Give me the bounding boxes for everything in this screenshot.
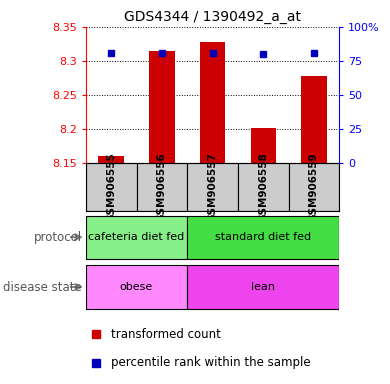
Text: cafeteria diet fed: cafeteria diet fed	[89, 232, 184, 242]
Bar	[200, 42, 225, 163]
Text: lean: lean	[251, 282, 275, 292]
Text: obese: obese	[120, 282, 153, 292]
Bar	[136, 163, 187, 211]
Text: protocol: protocol	[34, 231, 82, 243]
Text: GSM906559: GSM906559	[309, 152, 319, 222]
Bar	[86, 163, 136, 211]
Title: GDS4344 / 1390492_a_at: GDS4344 / 1390492_a_at	[124, 10, 301, 25]
Bar	[251, 128, 276, 163]
Bar	[238, 163, 289, 211]
Text: disease state: disease state	[3, 281, 82, 293]
Text: GSM906557: GSM906557	[207, 152, 218, 222]
Text: transformed count: transformed count	[111, 328, 221, 341]
Text: GSM906555: GSM906555	[106, 152, 116, 222]
Bar	[187, 163, 238, 211]
Text: GSM906558: GSM906558	[258, 152, 268, 222]
Text: standard diet fed: standard diet fed	[215, 232, 311, 242]
Bar	[187, 265, 339, 309]
Bar	[86, 265, 187, 309]
Bar	[301, 76, 327, 163]
Bar	[289, 163, 339, 211]
Text: percentile rank within the sample: percentile rank within the sample	[111, 356, 311, 369]
Bar	[187, 215, 339, 259]
Text: GSM906556: GSM906556	[157, 152, 167, 222]
Bar	[86, 215, 187, 259]
Bar	[98, 156, 124, 163]
Bar	[149, 51, 175, 163]
